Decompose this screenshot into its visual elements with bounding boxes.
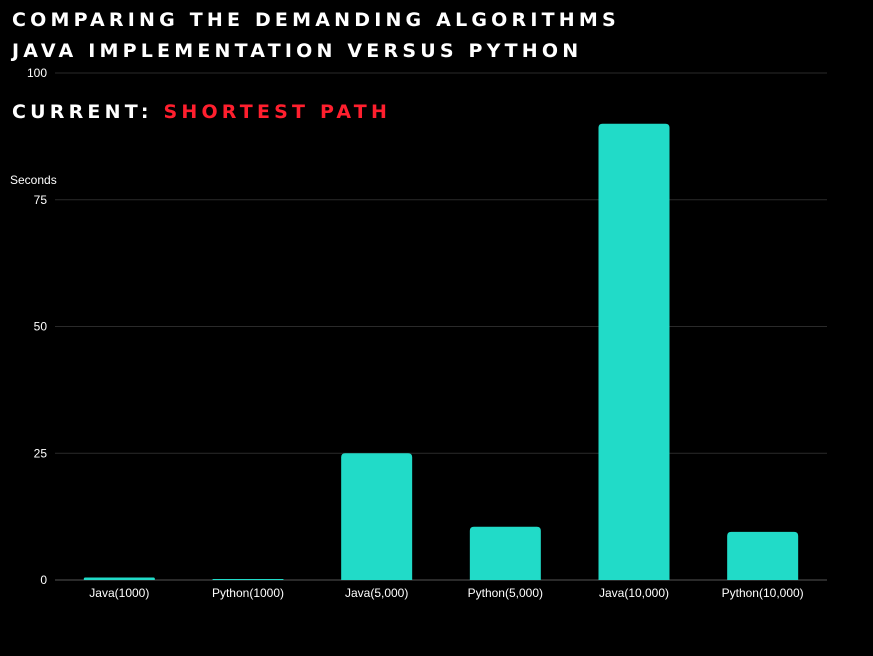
bar	[469, 526, 541, 580]
x-tick-label: Java(1000)	[89, 586, 149, 600]
y-tick-label: 25	[34, 446, 48, 460]
chart-title-line-1: COMPARING THE DEMANDING ALGORITHMS	[12, 9, 620, 31]
chart-title-line-2: JAVA IMPLEMENTATION VERSUS PYTHON	[12, 40, 583, 62]
current-algorithm-heading: CURRENT: SHORTEST PATH	[12, 101, 391, 123]
y-tick-label: 100	[27, 66, 47, 80]
x-tick-label: Java(5,000)	[345, 586, 408, 600]
current-label: CURRENT:	[12, 101, 153, 123]
bar	[727, 531, 799, 580]
y-tick-label: 0	[40, 573, 47, 587]
x-tick-label: Java(10,000)	[599, 586, 669, 600]
y-tick-label: 50	[34, 320, 48, 334]
x-tick-label: Python(10,000)	[722, 586, 804, 600]
bar	[598, 123, 670, 580]
x-tick-label: Python(1000)	[212, 586, 284, 600]
bar	[212, 578, 284, 580]
current-algorithm-value: SHORTEST PATH	[163, 101, 392, 123]
bar	[341, 453, 413, 580]
x-tick-label: Python(5,000)	[468, 586, 543, 600]
bar	[83, 577, 155, 580]
y-axis-label: Seconds	[10, 173, 57, 187]
y-tick-label: 75	[34, 193, 48, 207]
